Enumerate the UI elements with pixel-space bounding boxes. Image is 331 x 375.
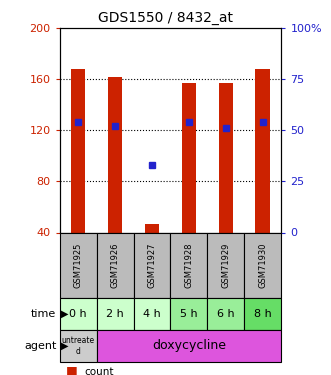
Bar <box>244 232 281 298</box>
Text: ■: ■ <box>66 364 78 375</box>
Text: agent: agent <box>24 341 56 351</box>
Bar <box>208 298 244 330</box>
Bar <box>133 232 170 298</box>
Text: ▶: ▶ <box>61 341 69 351</box>
Text: 0 h: 0 h <box>69 309 87 319</box>
Bar <box>181 83 196 232</box>
Text: 4 h: 4 h <box>143 309 161 319</box>
Text: 6 h: 6 h <box>217 309 235 319</box>
Bar <box>244 298 281 330</box>
Bar <box>71 69 85 232</box>
Bar <box>170 232 208 298</box>
Bar <box>170 298 208 330</box>
Bar <box>97 330 281 362</box>
Bar <box>60 330 97 362</box>
Text: GSM71930: GSM71930 <box>259 243 267 288</box>
Text: GSM71929: GSM71929 <box>221 243 230 288</box>
Text: count: count <box>84 367 114 375</box>
Text: GSM71928: GSM71928 <box>184 243 193 288</box>
Text: 2 h: 2 h <box>106 309 124 319</box>
Text: GDS1550 / 8432_at: GDS1550 / 8432_at <box>98 11 233 25</box>
Bar <box>97 298 133 330</box>
Text: GSM71927: GSM71927 <box>148 243 157 288</box>
Bar <box>60 232 97 298</box>
Text: 5 h: 5 h <box>180 309 198 319</box>
Text: untreate
d: untreate d <box>62 336 95 356</box>
Text: GSM71925: GSM71925 <box>73 243 82 288</box>
Bar <box>145 224 160 232</box>
Text: GSM71926: GSM71926 <box>111 243 119 288</box>
Bar <box>256 69 270 232</box>
Bar <box>208 232 244 298</box>
Bar <box>97 232 133 298</box>
Text: 8 h: 8 h <box>254 309 272 319</box>
Text: time: time <box>31 309 56 319</box>
Bar <box>133 298 170 330</box>
Bar <box>108 76 122 232</box>
Bar <box>60 298 97 330</box>
Text: ▶: ▶ <box>61 309 69 319</box>
Text: doxycycline: doxycycline <box>152 339 226 352</box>
Bar <box>218 83 233 232</box>
